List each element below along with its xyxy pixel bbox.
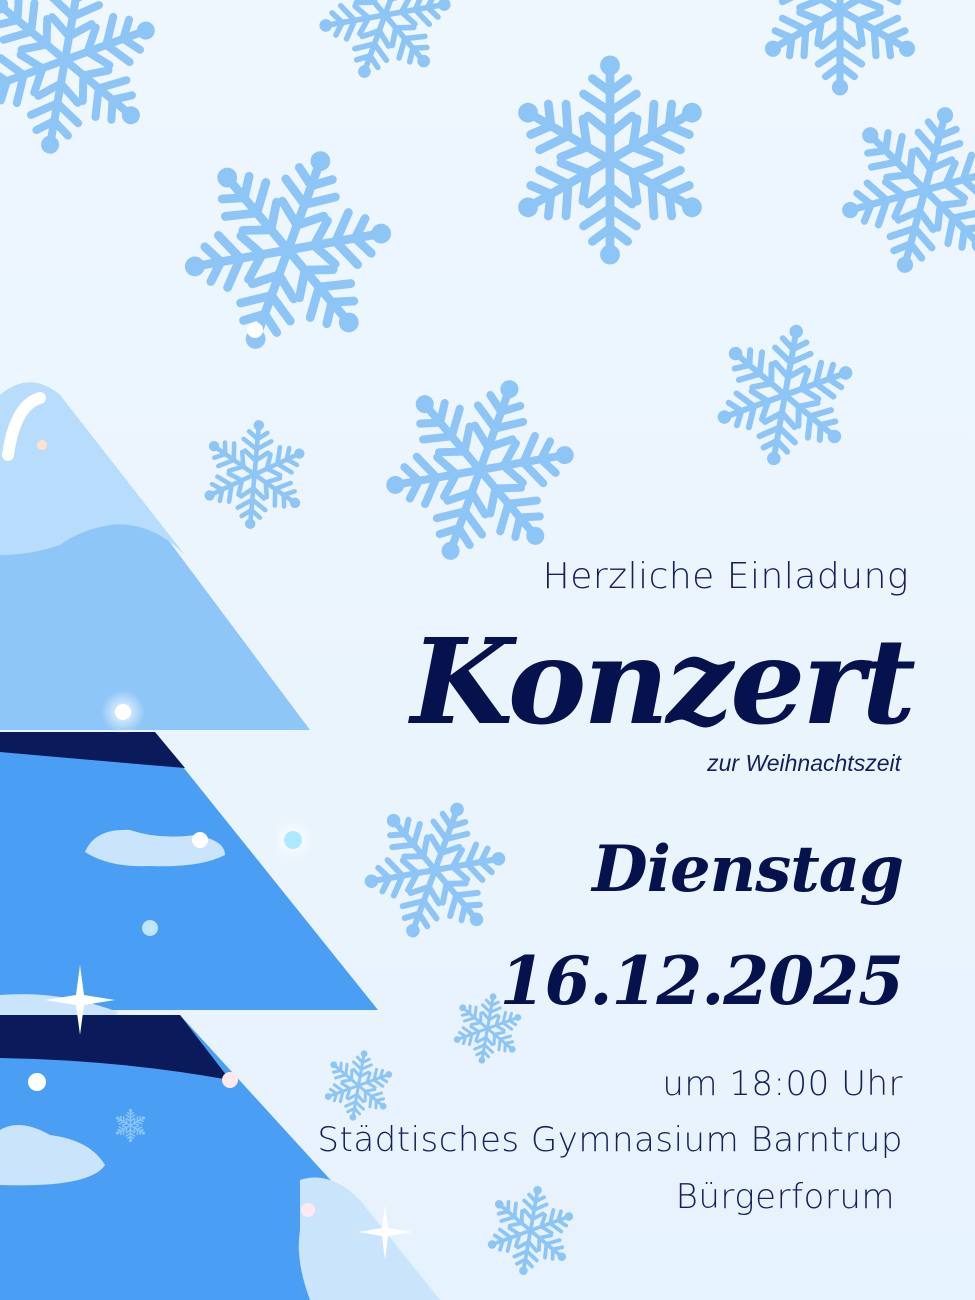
event-date: 16.12.2025 (499, 942, 904, 1020)
snowflake-icon (300, 0, 470, 100)
christmas-tree-illustration (0, 382, 440, 1300)
sparkle-icon (45, 965, 115, 1035)
concert-subtitle: zur Weihnachtszeit (707, 750, 901, 776)
snowflake-icon (0, 0, 174, 170)
snowflake-icon (821, 85, 975, 294)
concert-title: Konzert (410, 612, 916, 751)
snowflake-icon (506, 56, 713, 265)
snowflake-icon (755, 0, 925, 96)
snowflake-icon (155, 116, 421, 383)
snowflake-icon (196, 415, 314, 533)
snowflake-icon (317, 1044, 399, 1126)
event-room: Bürgerforum (675, 1177, 895, 1217)
snowflake-icon (479, 1178, 583, 1282)
event-venue: Städtisches Gymnasium Barntrup (317, 1120, 903, 1160)
sparkles (28, 322, 412, 1260)
snowflake-icon (703, 313, 867, 478)
snowflake-icon (344, 779, 526, 961)
sparkle-icon (358, 1205, 412, 1260)
event-time: um 18:00 Uhr (662, 1064, 903, 1104)
event-weekday: Dienstag (592, 832, 904, 907)
invitation-text: Herzliche Einladung (542, 556, 909, 597)
